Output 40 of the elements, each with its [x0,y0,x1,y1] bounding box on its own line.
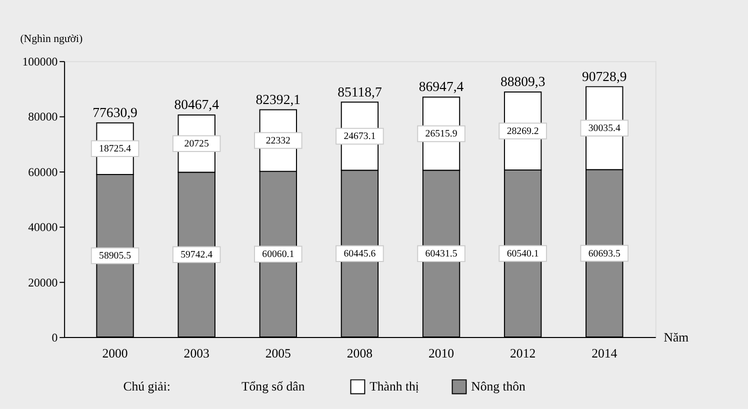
x-tick-label: 2010 [428,346,454,360]
data-label: 60445.6 [344,248,376,260]
legend-label: Nông thôn [471,380,526,394]
y-tick-label: 80000 [28,110,58,124]
data-label: 26515.9 [425,128,458,140]
y-tick-label: 20000 [28,275,58,290]
data-label: 20725 [184,138,209,150]
x-axis-title: Năm [664,330,689,344]
total-label: 86947,4 [418,79,464,94]
y-axis-title: (Nghìn người) [20,32,84,45]
data-label: 60540.1 [506,248,539,260]
data-label: 28269.2 [506,126,539,137]
total-label: 77630,9 [92,104,138,120]
y-tick-label: 40000 [28,220,58,234]
x-tick-label: 2014 [592,346,618,360]
x-tick-label: 2000 [102,346,128,360]
text: Tổng số dân [241,379,306,394]
data-label: 60431.5 [425,248,458,260]
x-tick-label: 2008 [346,346,373,360]
total-label: 82392,1 [256,92,301,107]
data-label: 58905.5 [99,250,132,262]
y-tick-label: 60000 [28,164,58,179]
legend-title: Chú giải: [123,379,170,394]
x-tick-label: 2012 [510,346,536,360]
data-label: 60060.1 [262,249,294,260]
x-tick-label: 2005 [265,346,291,360]
total-label: 85118,7 [338,84,382,100]
y-tick-label: 100000 [22,54,58,69]
data-label: 30035.4 [588,123,620,134]
total-label: 80467,4 [174,97,220,112]
total-label: 88809,3 [500,74,546,90]
legend-label: Thành thị [370,380,420,394]
data-label: 22332 [266,135,291,146]
data-label: 60693.5 [588,248,620,260]
total-label: 90728,9 [582,68,627,84]
x-tick-label: 2003 [184,346,210,360]
data-label: 18725.4 [99,144,132,155]
y-tick-label: 0 [52,330,58,344]
data-label: 59742.4 [180,250,213,261]
data-label: 24673.1 [344,131,376,142]
